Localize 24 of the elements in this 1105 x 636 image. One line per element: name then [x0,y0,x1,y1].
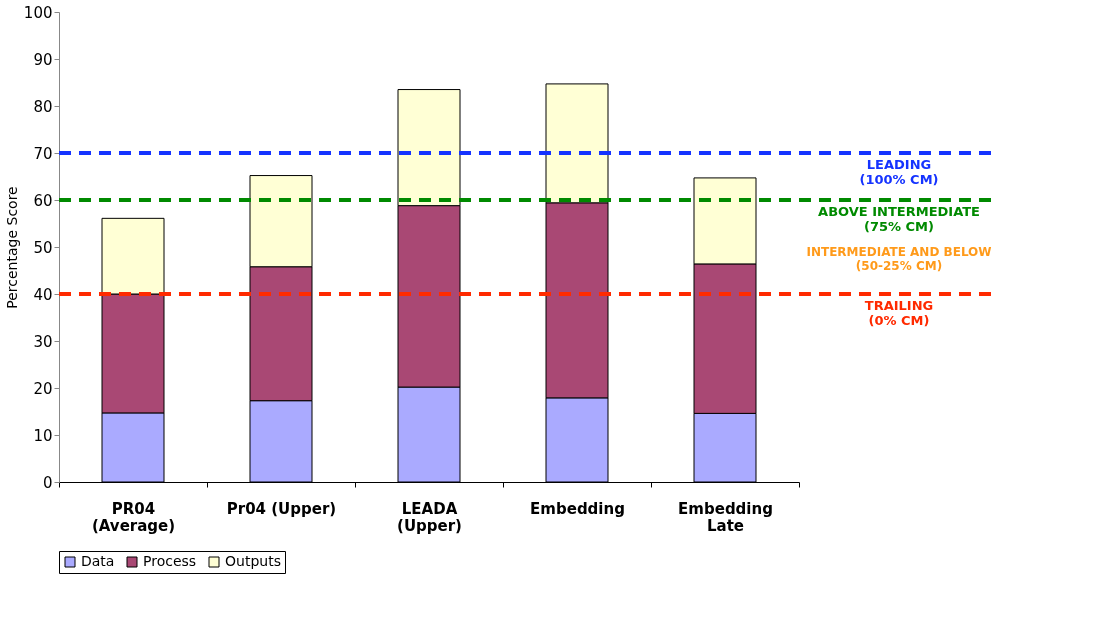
y-tick-label: 50 [33,238,53,257]
x-tick-label: LEADA (Upper) [397,499,462,535]
y-tick-label: 80 [33,97,53,116]
x-tick-label: Embedding Late [678,499,773,535]
ref-line-label: TRAILING (0% CM) [864,298,934,328]
y-tick-label: 10 [33,426,53,445]
x-tick-label: PR04 (Average) [91,499,176,535]
legend-label: Outputs [225,553,281,569]
y-tick-label: 0 [42,473,53,492]
y-tick-label: 90 [33,50,53,69]
y-tick-label: 70 [33,144,53,163]
y-tick-label: 60 [33,191,53,210]
ref-line-label: ABOVE INTERMEDIATE (75% CM) [818,204,980,234]
x-tick-label: Pr04 (Upper) [226,499,337,518]
ref-line-label: LEADING (100% CM) [859,157,939,187]
y-axis-title: Percentage Score [3,186,20,309]
y-tick-label: 30 [33,332,53,351]
y-tick-label: 20 [33,379,53,398]
x-tick-label: Embedding [530,499,625,518]
y-tick-label: 40 [33,285,53,304]
legend-label: Process [143,553,197,569]
legend-label: Data [81,553,115,569]
y-tick-label: 100 [23,3,53,22]
text: INTERMEDIATE AND BELOW (50-25% CM) [806,244,992,273]
